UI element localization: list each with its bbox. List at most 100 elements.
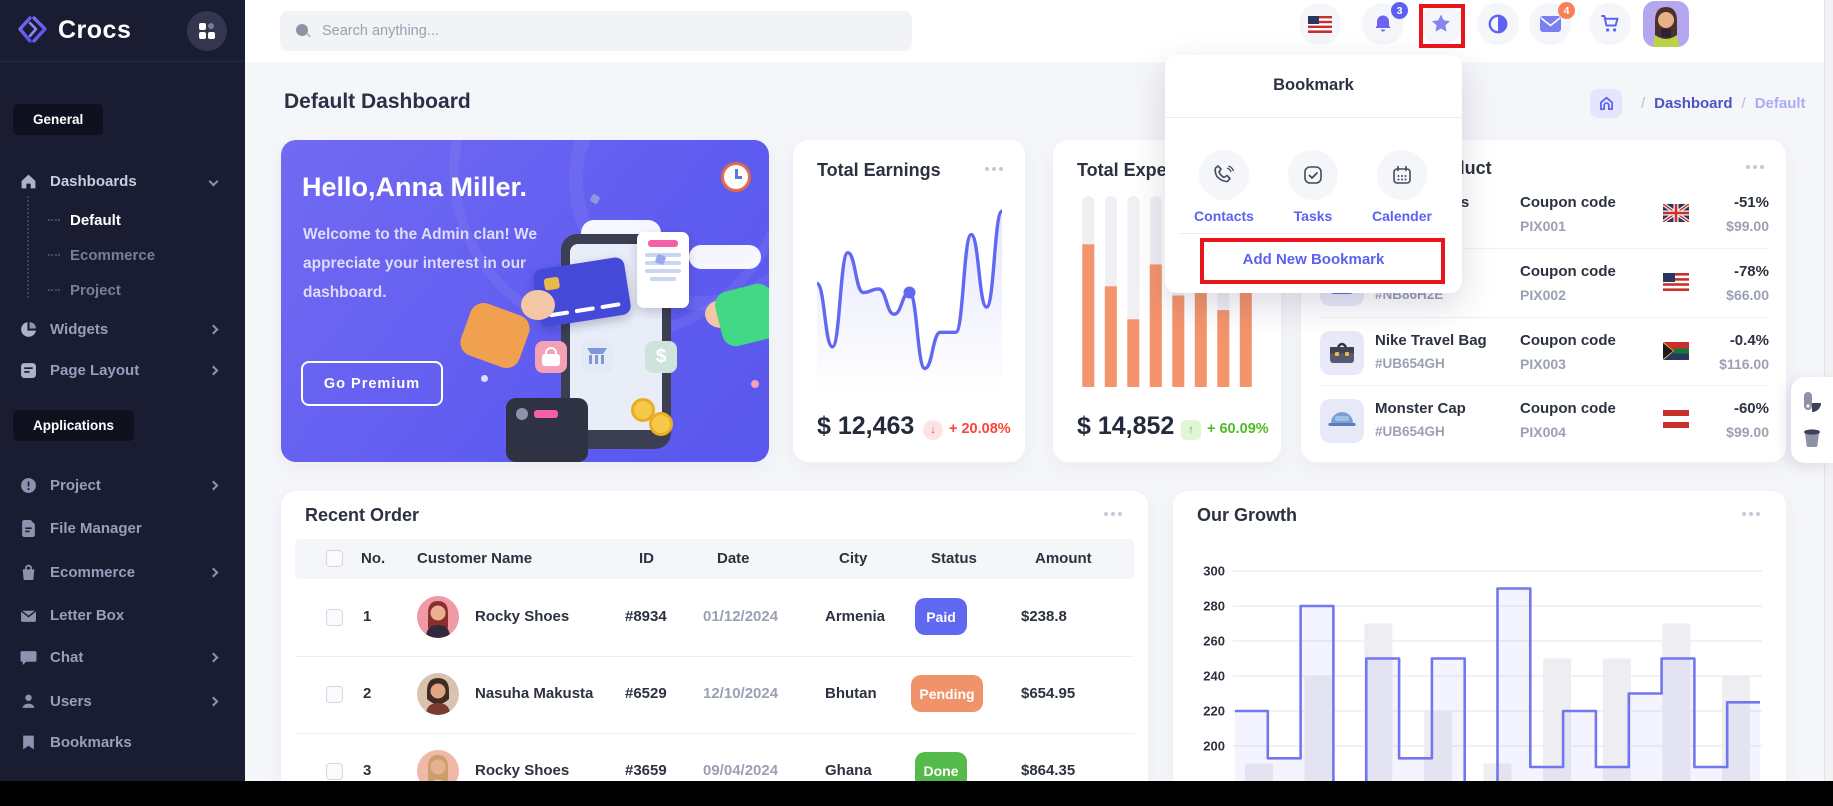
user-avatar[interactable] xyxy=(1643,1,1689,47)
sidebar-item-ecommerce-dash[interactable]: Ecommerce xyxy=(48,243,228,267)
svg-text:200: 200 xyxy=(1203,739,1225,754)
cap-image xyxy=(1328,412,1356,426)
sidebar-item-letter-box[interactable]: Letter Box xyxy=(20,601,225,629)
chevron-down-icon xyxy=(208,176,219,186)
row-checkbox[interactable] xyxy=(326,686,343,703)
sidebar-item-page-layout[interactable]: Page Layout xyxy=(20,356,225,384)
sidebar-item-file-manager[interactable]: File Manager xyxy=(20,514,225,542)
select-all-checkbox[interactable] xyxy=(326,550,343,567)
chevron-right-icon xyxy=(208,480,219,490)
dark-mode-button[interactable] xyxy=(1477,3,1519,45)
coin-illustration xyxy=(649,412,673,436)
chevron-right-icon xyxy=(208,365,219,375)
row-checkbox[interactable] xyxy=(326,763,343,780)
user-icon xyxy=(22,694,35,708)
divider xyxy=(1180,233,1447,234)
sidebar-item-users[interactable]: Users xyxy=(20,687,225,715)
row-checkbox[interactable] xyxy=(326,609,343,626)
greeting-card: $ Hello,Anna Miller. Welcome to the Admi… xyxy=(281,140,769,462)
submenu-guide-line xyxy=(27,196,29,298)
table-header-row: No. Customer Name ID Date City Status Am… xyxy=(295,539,1134,579)
svg-text:240: 240 xyxy=(1203,669,1225,684)
task-check-icon xyxy=(1304,166,1322,184)
dollar-tile: $ xyxy=(645,341,677,373)
svg-text:260: 260 xyxy=(1203,634,1225,649)
pie-icon xyxy=(21,321,36,337)
our-growth-card: Our Growth 300 280 260 240 220 200 xyxy=(1173,491,1786,806)
search-input[interactable] xyxy=(322,23,842,39)
card-menu-icon[interactable] xyxy=(1101,512,1122,516)
total-earnings-card: Total Earnings $ 12,463 ↓ + 20.08% xyxy=(793,140,1025,462)
bookmark-item-contacts[interactable]: Contacts xyxy=(1194,150,1254,224)
sidebar-item-bookmarks[interactable]: Bookmarks xyxy=(20,728,225,756)
product-image xyxy=(1320,399,1364,443)
phone-bottom-illustration xyxy=(506,398,588,462)
za-flag-icon xyxy=(1663,342,1689,360)
bank-tile xyxy=(581,341,613,373)
greeting-title: Hello,Anna Miller. xyxy=(302,172,528,202)
briefcase-image xyxy=(1330,342,1354,363)
product-row: Nike Travel Bag #UB654GH Coupon code PIX… xyxy=(1320,320,1769,386)
down-arrow-icon: ↓ xyxy=(923,420,943,440)
cart-icon xyxy=(1601,15,1619,32)
alert-icon xyxy=(21,477,36,493)
message-badge: 4 xyxy=(1558,2,1575,19)
breadcrumb-home[interactable] xyxy=(1590,89,1622,118)
hand-illustration xyxy=(521,290,555,320)
search-bar[interactable] xyxy=(280,11,912,51)
sidebar-item-default[interactable]: Default xyxy=(48,208,228,232)
greeting-line3: dashboard. xyxy=(303,284,387,301)
star-icon xyxy=(1432,14,1450,32)
crocs-logo-icon[interactable] xyxy=(17,15,51,47)
breadcrumb-section[interactable]: Dashboard xyxy=(1654,95,1733,112)
bookmark-button[interactable] xyxy=(1420,3,1462,45)
page-title: Default Dashboard xyxy=(284,90,471,113)
card-menu-icon[interactable] xyxy=(1743,165,1764,169)
sidebar-item-widgets[interactable]: Widgets xyxy=(20,315,225,343)
sidebar-toggle-button[interactable] xyxy=(187,11,227,51)
sidebar-item-chat[interactable]: Chat xyxy=(20,643,225,671)
cart-button[interactable] xyxy=(1589,3,1631,45)
recent-order-title: Recent Order xyxy=(305,505,420,525)
us-flag-icon xyxy=(1308,15,1332,33)
annotation-box-star xyxy=(1419,4,1465,48)
go-premium-button[interactable]: Go Premium xyxy=(301,361,443,406)
expense-delta: + 60.09% xyxy=(1207,421,1269,437)
bookmark-icon xyxy=(23,735,34,749)
breadcrumb-current[interactable]: Default xyxy=(1754,95,1806,112)
coin-illustration xyxy=(631,398,655,422)
table-row: 1 Rocky Shoes #8934 01/12/2024 Armenia P… xyxy=(281,579,1148,656)
decor-dot xyxy=(751,380,759,388)
add-new-bookmark-link[interactable]: Add New Bookmark xyxy=(1242,251,1385,268)
receipt-illustration xyxy=(637,232,689,308)
sidebar: Crocs General Dashboards Default Ecommer… xyxy=(0,0,245,806)
sidebar-item-dashboards[interactable]: Dashboards xyxy=(20,167,225,195)
customizer-bucket-icon[interactable] xyxy=(1800,425,1824,449)
uk-flag-icon xyxy=(1663,204,1689,222)
table-row: 3 Rocky Shoes #3659 09/04/2024 Ghana Don… xyxy=(281,733,1148,806)
lock-tile xyxy=(535,341,567,373)
recent-order-card: Recent Order No. Customer Name ID Date C… xyxy=(281,491,1148,806)
product-image xyxy=(1320,331,1364,375)
bookmark-item-calender[interactable]: Calender xyxy=(1372,150,1432,224)
svg-text:300: 300 xyxy=(1203,564,1225,579)
screen-bottom-bar xyxy=(0,781,1833,806)
breadcrumb: / Dashboard / Default xyxy=(1590,89,1806,118)
customer-avatar xyxy=(417,596,459,638)
section-label-general: General xyxy=(13,104,104,135)
language-button[interactable] xyxy=(1299,3,1341,45)
sidebar-item-ecommerce[interactable]: Ecommerce xyxy=(20,558,225,586)
svg-text:220: 220 xyxy=(1203,704,1225,719)
sidebar-item-project[interactable]: Project xyxy=(20,471,225,499)
sidebar-item-project-dash[interactable]: Project xyxy=(48,278,228,302)
section-label-applications: Applications xyxy=(13,410,135,441)
bag-icon xyxy=(22,564,35,580)
card-menu-icon[interactable] xyxy=(982,167,1003,171)
app-title[interactable]: Crocs xyxy=(58,16,132,44)
bookmark-item-tasks[interactable]: Tasks xyxy=(1283,150,1343,224)
growth-step-chart: 300 280 260 240 220 200 xyxy=(1203,564,1762,806)
customizer-theme-icon[interactable] xyxy=(1800,390,1824,414)
divider xyxy=(1320,317,1769,318)
layout-icon xyxy=(21,362,36,378)
card-menu-icon[interactable] xyxy=(1739,512,1760,516)
